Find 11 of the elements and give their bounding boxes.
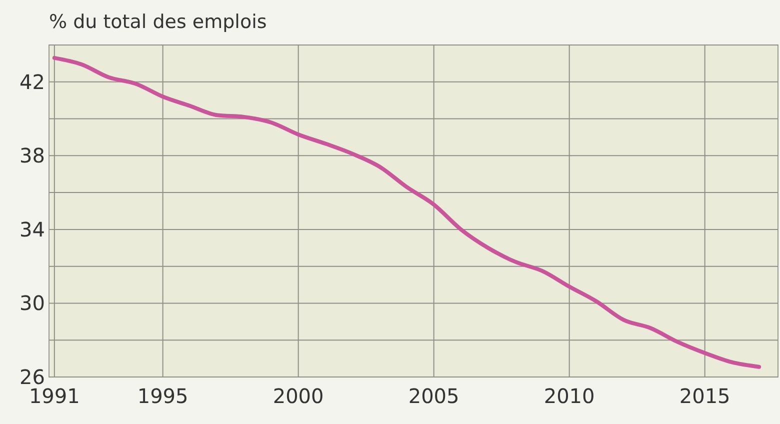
x-tick-label: 2010 <box>544 384 595 408</box>
line-series <box>52 56 762 369</box>
y-tick-label: 42 <box>20 70 45 94</box>
x-tick-label: 2005 <box>408 384 460 408</box>
x-tick-label: 2000 <box>272 384 324 408</box>
y-axis-title: % du total des emplois <box>49 11 267 33</box>
y-tick-label: 30 <box>20 291 45 316</box>
x-tick-label: 1995 <box>137 384 188 408</box>
y-tick-label: 34 <box>20 217 45 242</box>
x-tick-label: 2015 <box>679 384 730 408</box>
y-tick-label: 38 <box>20 144 45 168</box>
